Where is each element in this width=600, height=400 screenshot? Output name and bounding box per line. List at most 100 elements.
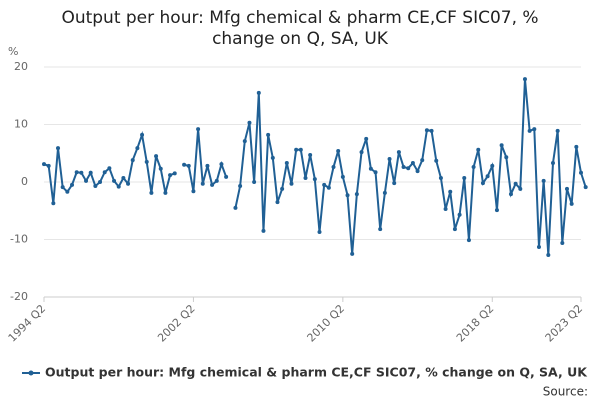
point <box>46 163 51 168</box>
point <box>298 147 303 152</box>
source: Source: <box>543 385 588 399</box>
point <box>541 178 546 183</box>
point <box>579 170 583 175</box>
point <box>51 201 56 206</box>
point <box>303 175 308 180</box>
point <box>238 184 243 189</box>
point <box>210 182 215 187</box>
point <box>574 144 579 149</box>
point <box>60 185 65 190</box>
point <box>448 189 453 194</box>
point <box>513 181 518 186</box>
point <box>121 175 126 180</box>
y-tick-label: 0 <box>21 175 28 188</box>
point <box>569 201 574 206</box>
point <box>261 228 266 233</box>
point <box>485 174 490 179</box>
point <box>42 162 46 167</box>
point <box>490 163 495 168</box>
y-tick-label: 20 <box>14 60 28 73</box>
point <box>191 189 196 194</box>
point <box>158 166 163 171</box>
point <box>546 253 551 258</box>
chart-title: Output per hour: Mfg chemical & pharm CE… <box>61 8 539 49</box>
point <box>317 230 322 235</box>
point <box>116 184 121 189</box>
point <box>135 146 140 151</box>
x-tick-label: 2010 Q2 <box>305 302 348 345</box>
point <box>560 240 565 245</box>
point <box>326 185 331 190</box>
point <box>452 227 457 232</box>
point <box>359 150 364 155</box>
point <box>378 227 383 232</box>
point <box>289 181 294 186</box>
point <box>462 175 467 180</box>
point <box>532 127 537 132</box>
y-tick-label: 10 <box>14 118 28 131</box>
point <box>140 132 145 137</box>
point <box>168 173 173 178</box>
point <box>336 148 341 153</box>
point <box>536 244 541 249</box>
point <box>438 175 443 180</box>
point <box>424 128 429 133</box>
x-tick-label: 2018 Q2 <box>454 302 497 345</box>
point <box>504 155 509 160</box>
point <box>476 147 481 152</box>
point <box>466 238 471 243</box>
point <box>163 190 168 195</box>
point <box>84 178 89 183</box>
line <box>43 78 587 256</box>
point <box>420 158 425 163</box>
point <box>56 146 61 151</box>
point <box>518 186 523 191</box>
point <box>196 127 201 132</box>
point <box>527 128 532 133</box>
point <box>294 147 299 152</box>
point <box>340 174 345 179</box>
point <box>266 132 271 137</box>
point <box>154 154 159 159</box>
point <box>331 165 336 170</box>
point <box>144 159 149 164</box>
point <box>126 181 131 186</box>
point <box>583 185 588 190</box>
point <box>480 181 485 186</box>
point <box>182 162 187 167</box>
y-axis-label: % <box>8 45 18 58</box>
point <box>457 212 462 217</box>
point <box>368 166 373 171</box>
point <box>275 200 280 205</box>
point <box>392 181 397 186</box>
point <box>350 251 355 256</box>
point <box>406 166 411 171</box>
point <box>308 152 313 157</box>
point <box>256 90 261 95</box>
point <box>224 174 229 179</box>
point <box>550 161 555 166</box>
point <box>107 166 112 171</box>
point <box>312 177 317 182</box>
point <box>186 163 191 168</box>
y-tick-label: -10 <box>10 233 28 246</box>
point <box>102 170 107 175</box>
point <box>70 182 75 187</box>
point <box>130 158 135 163</box>
point <box>373 170 378 175</box>
point <box>149 190 154 195</box>
point <box>219 162 224 167</box>
point <box>494 208 499 213</box>
point <box>364 136 369 141</box>
point <box>280 186 285 191</box>
point <box>247 120 252 125</box>
x-tick-label: 2002 Q2 <box>155 302 198 345</box>
point <box>93 184 98 189</box>
point <box>471 165 476 170</box>
point <box>284 161 289 166</box>
legend-label: Output per hour: Mfg chemical & pharm CE… <box>45 365 588 380</box>
point <box>508 192 513 197</box>
point <box>214 178 219 183</box>
point <box>555 128 560 133</box>
